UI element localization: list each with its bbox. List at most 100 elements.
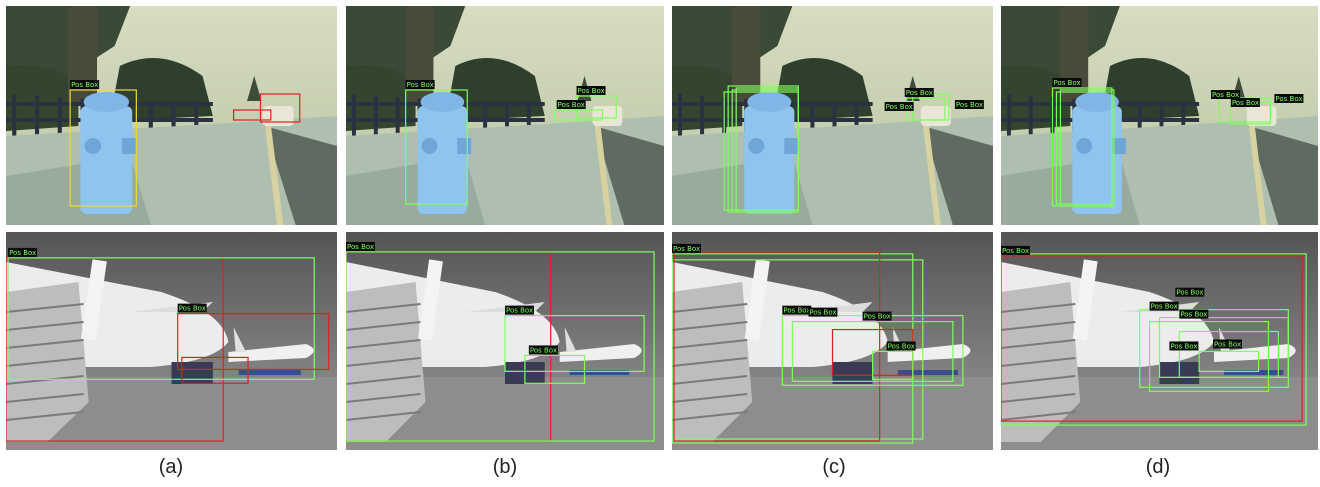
scene-image: Pos Box xyxy=(6,6,337,225)
hydrant-cap xyxy=(83,92,130,112)
box-label-bg xyxy=(505,305,534,315)
box-label-bg xyxy=(862,311,892,321)
bounding-boxes: Pos Box Pos Box xyxy=(6,247,330,442)
stair-step xyxy=(6,357,84,367)
fence-post xyxy=(854,106,859,128)
curb-line xyxy=(594,124,613,225)
box-label-bg xyxy=(884,102,914,111)
road xyxy=(264,126,337,225)
box-label-bg xyxy=(1149,301,1179,311)
distant-airplane xyxy=(887,344,971,362)
box-label-bg xyxy=(556,100,586,109)
parked-car xyxy=(920,106,951,126)
box-label: Pos Box xyxy=(578,87,605,95)
pos-box xyxy=(504,315,645,372)
fence-post xyxy=(373,95,378,135)
pos-box xyxy=(554,109,603,121)
gt-box xyxy=(259,93,301,123)
scene-image: Pos Box Pos Box Pos Box xyxy=(672,6,993,225)
box-label-bg xyxy=(808,307,838,317)
box-label: Pos Box xyxy=(1180,311,1207,319)
box-label-bg xyxy=(954,100,984,109)
stair-step xyxy=(672,357,748,367)
stair-step xyxy=(672,375,748,385)
road xyxy=(922,126,993,225)
gt-box xyxy=(177,313,330,370)
pos-box xyxy=(1178,330,1279,378)
pos-box xyxy=(1001,253,1307,426)
pos-box xyxy=(1055,91,1113,205)
fence-post xyxy=(1181,106,1186,128)
box-label-bg xyxy=(528,345,558,355)
box-label: Pos Box xyxy=(1170,342,1197,350)
pos-box xyxy=(1198,350,1260,372)
hydrant-nozzle xyxy=(784,138,799,154)
stair-step xyxy=(6,411,84,421)
fence-post xyxy=(148,103,153,130)
panel-c-top: Pos Box Pos Box Pos Box xyxy=(672,6,993,225)
fence-post xyxy=(832,104,837,129)
bounding-boxes: Pos Box Pos Box Pos Box xyxy=(346,241,655,442)
distant-airplane xyxy=(228,344,314,362)
stair-step xyxy=(672,393,748,403)
stair-door xyxy=(1072,259,1098,341)
hydrant-cap xyxy=(747,92,792,112)
stair-step xyxy=(1001,357,1076,367)
scene-image: Pos Box Pos Box Pos Box xyxy=(346,6,664,225)
stair-door xyxy=(744,259,770,341)
box-label-bg xyxy=(177,303,207,313)
box-label: Pos Box xyxy=(906,89,933,97)
distant-tail xyxy=(233,327,246,352)
stair-step xyxy=(672,339,748,349)
hydrant-nozzle xyxy=(457,138,472,154)
pos-box xyxy=(7,257,315,380)
hydrant-nozzle xyxy=(121,138,137,154)
stair-step xyxy=(346,339,421,349)
distant-airplane xyxy=(1213,344,1296,362)
stair-step xyxy=(346,411,421,421)
hydrant-nozzle xyxy=(1111,138,1126,154)
hydrant xyxy=(417,106,468,214)
box-label: Pos Box xyxy=(886,103,913,111)
stair-step xyxy=(1001,303,1076,313)
pos-box xyxy=(524,354,586,384)
barrier-line xyxy=(1223,370,1284,375)
box-label: Pos Box xyxy=(864,313,891,321)
fence-post xyxy=(57,97,62,134)
box-label: Pos Box xyxy=(1212,91,1239,99)
box-label: Pos Box xyxy=(558,101,585,109)
box-label: Pos Box xyxy=(347,243,374,251)
box-label-bg xyxy=(672,243,701,253)
hydrant xyxy=(1072,106,1122,214)
road xyxy=(1248,126,1318,225)
stair-step xyxy=(6,321,84,331)
gt-box xyxy=(673,251,881,442)
stair-step xyxy=(1001,321,1076,331)
barrier-line xyxy=(238,370,301,375)
curb-line xyxy=(264,124,284,225)
caption-c: (c) xyxy=(822,456,846,478)
fence-post xyxy=(1006,94,1011,136)
pos-box xyxy=(672,259,924,440)
ground-vehicle xyxy=(832,362,873,384)
barrier-line xyxy=(897,370,958,375)
fence-post xyxy=(34,95,40,135)
bounding-boxes: Pos Box Pos Box Pos Box xyxy=(723,85,984,213)
fence-post xyxy=(810,103,815,130)
hydrant-nozzle xyxy=(1076,138,1093,154)
fence-post xyxy=(194,106,199,128)
distant-palm xyxy=(247,76,262,101)
box-label: Pos Box xyxy=(9,249,36,257)
stair-step xyxy=(1001,411,1076,421)
fence-post xyxy=(1028,95,1033,135)
fence-post xyxy=(526,106,531,128)
panel-d-bottom: Pos Box Pos Box Pos Box Pos Box Pos Box Pos B… xyxy=(1001,232,1318,450)
fence-post xyxy=(351,94,356,136)
box-label-bg xyxy=(346,241,375,251)
stair-step xyxy=(1001,375,1076,385)
